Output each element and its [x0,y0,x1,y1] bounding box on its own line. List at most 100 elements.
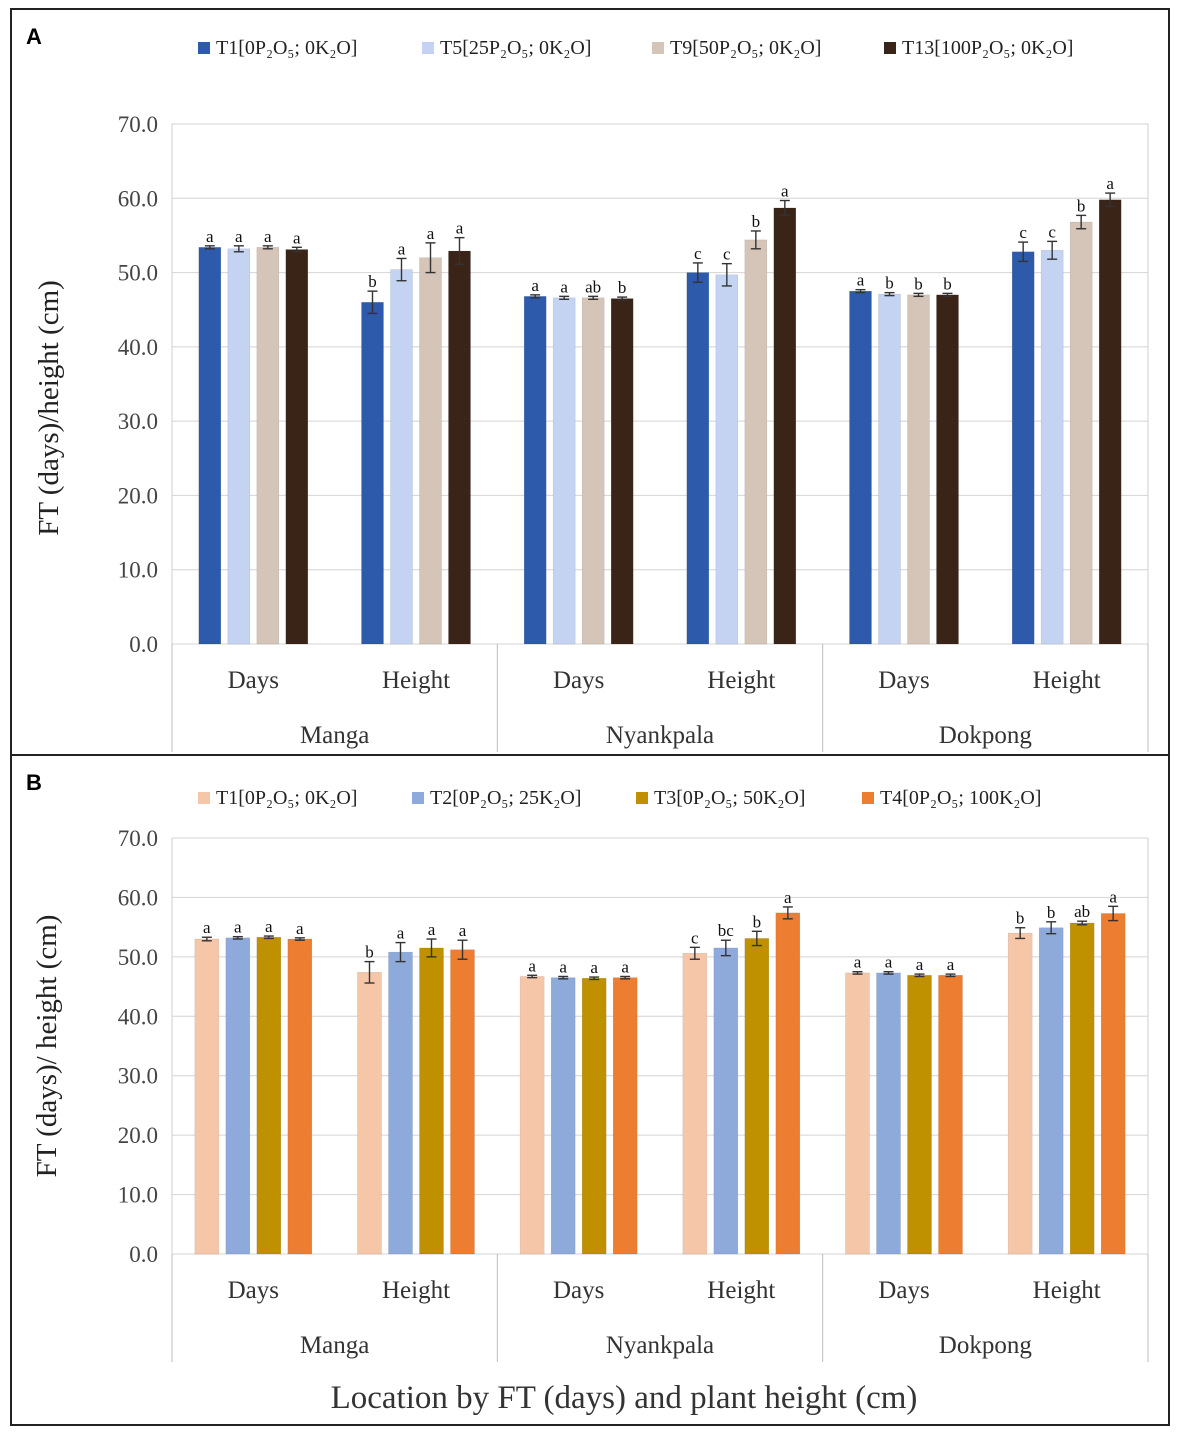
bar [198,247,222,645]
significance-label: a [781,182,789,201]
significance-label: c [1019,223,1027,242]
x-axis-b: Days Height Days Height Days Height Manga Nyank… [171,1254,1149,1362]
significance-label: a [857,271,865,290]
y-tick-label: 0.0 [129,632,158,657]
bar [773,207,797,645]
x-group-label: Dokpong [939,1332,1033,1359]
bars-b: a a a aba a aa a a ac bc baa a a ab b aba [194,887,1126,1255]
significance-label: b [943,274,952,293]
x-group-label: Manga [300,1332,369,1359]
significance-label: b [914,274,923,293]
significance-label: c [723,245,731,264]
plot-frame [171,123,1149,645]
bar [907,294,930,645]
bar [523,296,547,645]
chart-b: B T1[0P₂O₅; 0K₂O] T2[0P₂O₅; 25K₂O] T3[0P₂O… [26,770,1149,1416]
significance-label: bc [718,921,735,940]
y-tick-label: 50.0 [118,945,158,970]
y-axis-label-a: FT (days)/height (cm) [33,280,65,536]
legend-swatch [412,792,424,804]
legend-label: T2[0P₂O₅; 25K₂O] [430,787,581,809]
significance-label: a [590,958,598,977]
bar [256,247,280,645]
bar [1007,932,1033,1255]
significance-label: a [885,953,893,972]
bar [612,977,638,1255]
x-axis-title-b: Location by FT (days) and plant height (… [331,1380,918,1416]
bar [1069,922,1095,1255]
significance-label: a [265,917,273,936]
bar [361,302,384,645]
significance-label: a [559,957,567,976]
x-category-label: Height [707,667,775,694]
significance-label: b [885,274,894,293]
bar [845,972,870,1255]
x-group-label: Manga [300,722,369,749]
significance-label: b [752,212,761,231]
y-tick-label: 40.0 [118,335,158,360]
panel-b: B T1[0P₂O₅; 0K₂O] T2[0P₂O₅; 25K₂O] T3[0P₂O… [10,754,1170,1426]
y-tick-label: 70.0 [118,112,158,137]
y-ticks-b: 0.0 10.0 20.0 30.0 40.0 50.0 60.0 70.0 [118,826,158,1267]
bar [744,938,770,1255]
bar [581,978,607,1255]
significance-label: a [203,918,211,937]
grid-a [171,123,1149,645]
legend-label: T5[25P₂O₅; 0K₂O] [440,37,591,59]
bar [876,972,901,1255]
significance-label: b [365,943,374,962]
y-tick-label: 0.0 [129,1242,158,1267]
y-tick-label: 50.0 [118,261,158,286]
legend-label: T4[0P₂O₅; 100K₂O] [880,787,1041,809]
significance-label: ab [585,277,601,296]
x-group-label: Nyankpala [606,1332,714,1359]
legend-swatch [198,792,210,804]
bar [419,257,442,645]
legend-swatch [422,42,434,54]
legend-swatch [636,792,648,804]
x-group-label: Dokpong [939,722,1033,749]
significance-label: a [397,924,405,943]
x-category-label: Height [382,667,450,694]
bar [1098,199,1122,645]
significance-label: b [618,278,627,297]
bar [227,248,251,645]
significance-label: a [560,277,568,296]
y-axis-label-b: FT (days)/ height (cm) [31,915,63,1178]
bar [686,272,710,645]
bar [1040,250,1064,645]
significance-label: a [531,276,539,295]
significance-label: c [691,928,699,947]
significance-label: a [427,224,435,243]
significance-label: a [428,920,436,939]
legend-swatch [884,42,896,54]
x-category-label: Height [1033,1277,1101,1304]
bar [610,298,634,645]
significance-label: b [368,272,377,291]
significance-label: a [206,227,214,246]
significance-label: a [916,955,924,974]
plot-frame [171,837,1149,1255]
legend-b: T1[0P₂O₅; 0K₂O] T2[0P₂O₅; 25K₂O] T3[0P₂O₅;… [198,787,1041,809]
y-tick-label: 20.0 [118,483,158,508]
panel-a: A T1[0P₂O₅; 0K₂O] T5[25P₂O₅; 0K₂O] T9[50P₂… [10,8,1170,756]
legend-swatch [198,42,210,54]
bar [388,951,413,1255]
bar [285,249,309,645]
bar [907,975,932,1255]
significance-label: a [235,227,243,246]
bar [878,293,901,645]
x-category-label: Height [382,1277,450,1304]
significance-label: a [528,956,536,975]
y-tick-label: 10.0 [118,558,158,583]
bar [390,269,413,645]
bar [581,297,605,645]
bar [448,250,471,645]
significance-label: a [264,227,272,246]
y-tick-label: 20.0 [118,1123,158,1148]
legend-a: T1[0P₂O₅; 0K₂O] T5[25P₂O₅; 0K₂O] T9[50P₂O₅… [198,37,1073,59]
y-tick-label: 30.0 [118,1064,158,1089]
significance-label: a [784,888,792,907]
x-category-label: Days [878,1277,929,1304]
